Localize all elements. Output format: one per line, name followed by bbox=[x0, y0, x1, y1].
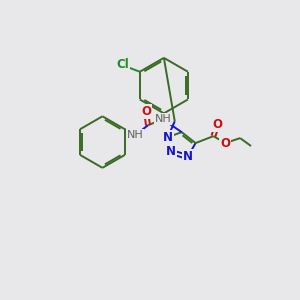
Text: N: N bbox=[183, 150, 193, 164]
Text: O: O bbox=[141, 105, 151, 118]
Text: N: N bbox=[163, 130, 173, 144]
Text: NH: NH bbox=[154, 114, 171, 124]
Text: NH: NH bbox=[127, 130, 143, 140]
Text: O: O bbox=[212, 118, 222, 131]
Text: O: O bbox=[220, 136, 230, 150]
Text: Cl: Cl bbox=[117, 58, 129, 71]
Text: N: N bbox=[166, 146, 176, 158]
